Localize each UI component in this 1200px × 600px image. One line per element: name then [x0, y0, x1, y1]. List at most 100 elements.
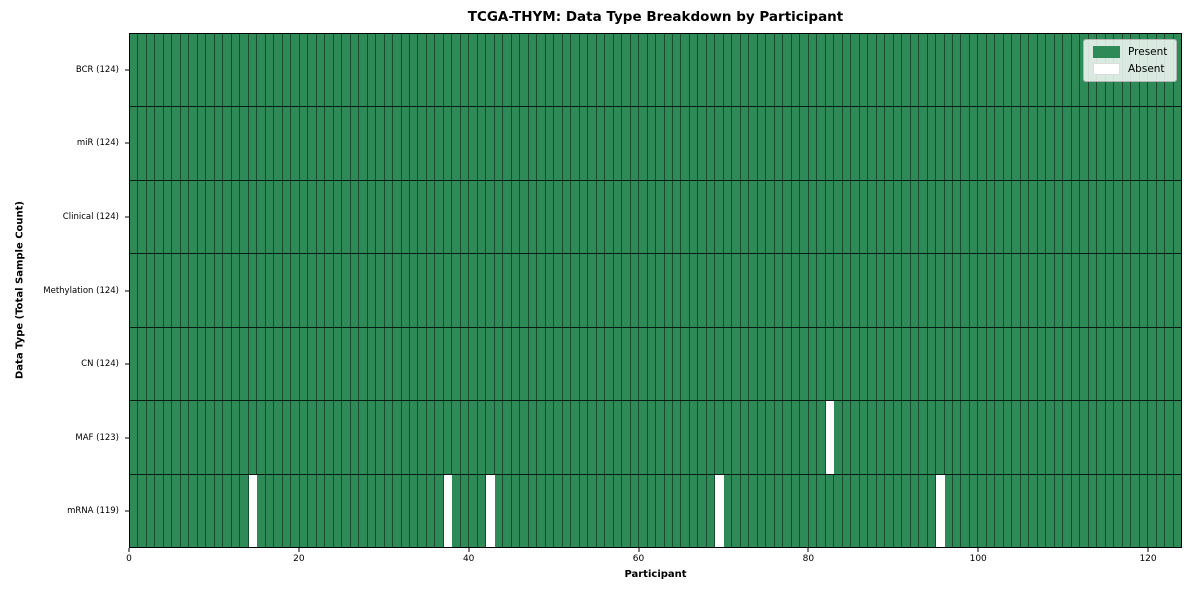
heatmap-cell	[130, 254, 139, 327]
heatmap-row-mrna	[130, 474, 1182, 547]
heatmap-cell	[630, 474, 640, 547]
heatmap-cell	[859, 327, 869, 401]
heatmap-cell	[800, 254, 809, 327]
heatmap-cell	[596, 327, 606, 401]
heatmap-cell	[1037, 34, 1047, 107]
y-tick-label-mrna: mRNA (119)	[67, 506, 119, 517]
heatmap-cell	[656, 401, 665, 474]
heatmap-cell	[520, 180, 529, 254]
heatmap-cell	[376, 34, 385, 107]
heatmap-cell	[257, 180, 266, 254]
heatmap-cell	[214, 34, 224, 107]
heatmap-cell	[978, 327, 987, 401]
heatmap-cell	[316, 180, 326, 254]
heatmap-cell	[825, 180, 835, 254]
heatmap-cell	[859, 474, 869, 547]
heatmap-cell	[715, 34, 724, 107]
heatmap-cell	[554, 180, 563, 254]
heatmap-cell	[376, 401, 385, 474]
heatmap-cell	[155, 327, 164, 401]
x-tick-label: 40	[462, 554, 475, 564]
heatmap-cell	[528, 254, 538, 327]
heatmap-cell	[401, 254, 410, 327]
heatmap-cell	[613, 474, 623, 547]
x-axis-ticks: 0 20 40 60 80 100 120	[126, 548, 1182, 568]
heatmap-cell	[630, 107, 640, 180]
x-tick-mark	[1147, 548, 1149, 552]
heatmap-cell	[681, 107, 690, 180]
heatmap-cell	[1165, 180, 1174, 254]
heatmap-cell	[622, 34, 631, 107]
x-tick-label: 100	[969, 554, 987, 564]
heatmap-cell	[681, 254, 690, 327]
heatmap-cell	[1088, 474, 1098, 547]
heatmap-cell	[1139, 254, 1149, 327]
x-tick-mark	[468, 548, 470, 552]
heatmap-cell	[554, 254, 563, 327]
heatmap-cell	[783, 474, 792, 547]
heatmap-cell	[248, 327, 258, 401]
heatmap-cell	[757, 474, 767, 547]
y-tick-label-mir: miR (124)	[76, 138, 119, 149]
heatmap-cell	[435, 107, 444, 180]
heatmap-cell	[952, 180, 962, 254]
heatmap-cell	[740, 107, 750, 180]
heatmap-cell	[197, 34, 207, 107]
heatmap-cell	[851, 474, 860, 547]
heatmap-cell	[766, 107, 775, 180]
heatmap-cell	[656, 180, 665, 254]
heatmap-cell	[868, 254, 877, 327]
heatmap-cell	[206, 401, 215, 474]
heatmap-cell	[740, 180, 750, 254]
x-tick-mark	[298, 548, 300, 552]
heatmap-cell	[426, 254, 436, 327]
heatmap-cell	[291, 327, 300, 401]
heatmap-cell	[248, 180, 258, 254]
heatmap-cell	[265, 401, 275, 474]
heatmap-cell	[859, 34, 869, 107]
heatmap-cell	[282, 327, 292, 401]
heatmap-cell	[537, 254, 546, 327]
heatmap-cell	[308, 34, 317, 107]
heatmap-cell	[689, 474, 699, 547]
heatmap-cell	[223, 401, 232, 474]
heatmap-cell	[537, 34, 546, 107]
heatmap-cell	[172, 107, 181, 180]
heatmap-cell	[893, 34, 903, 107]
heatmap-cell	[1105, 254, 1115, 327]
heatmap-cell	[664, 327, 673, 401]
heatmap-cell	[384, 107, 394, 180]
heatmap-cell	[571, 474, 580, 547]
heatmap-cell	[562, 474, 572, 547]
heatmap-cell	[757, 254, 767, 327]
heatmap-cell	[1165, 107, 1174, 180]
heatmap-cell	[350, 401, 360, 474]
heatmap-cell	[316, 474, 326, 547]
heatmap-cell	[749, 327, 758, 401]
heatmap-cell	[919, 401, 928, 474]
heatmap-cell	[376, 180, 385, 254]
heatmap-cell	[927, 327, 937, 401]
heatmap-cell	[783, 180, 792, 254]
heatmap-cell	[876, 254, 886, 327]
heatmap-cell	[774, 327, 784, 401]
heatmap-cell	[706, 254, 716, 327]
heatmap-cell	[138, 327, 147, 401]
heatmap-cell	[868, 474, 877, 547]
heatmap-cell	[359, 474, 368, 547]
heatmap-cell	[1148, 180, 1157, 254]
heatmap-cell	[562, 180, 572, 254]
heatmap-cell	[1173, 401, 1182, 474]
heatmap-cell	[791, 107, 801, 180]
heatmap-cell	[1003, 180, 1013, 254]
heatmap-cell	[206, 474, 215, 547]
heatmap-cell	[622, 474, 631, 547]
heatmap-cell	[554, 34, 563, 107]
heatmap-cell	[452, 107, 461, 180]
heatmap-cell	[1105, 401, 1115, 474]
heatmap-cell	[740, 401, 750, 474]
heatmap-cell	[995, 401, 1004, 474]
heatmap-cell	[460, 34, 470, 107]
heatmap-cell	[409, 34, 419, 107]
heatmap-cell	[723, 401, 733, 474]
